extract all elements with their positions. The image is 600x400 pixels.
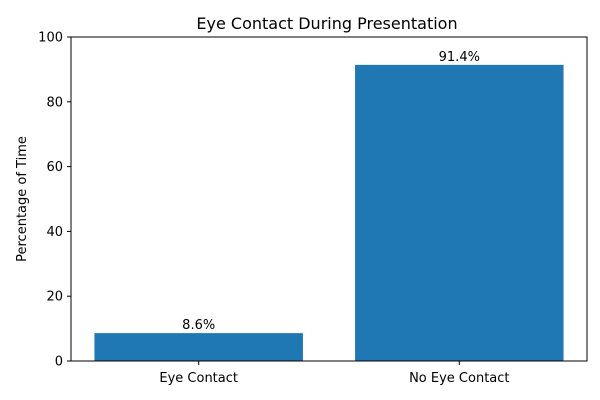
- y-tick-label: 20: [46, 290, 63, 305]
- y-axis: 0 20 40 60 80 100: [38, 31, 71, 370]
- bars-layer: [94, 64, 564, 361]
- data-label: 91.4%: [439, 50, 480, 65]
- bar-no-eye-contact: [355, 64, 564, 361]
- y-tick-label: 0: [55, 355, 63, 370]
- y-tick-label: 100: [38, 31, 63, 46]
- x-tick-label: No Eye Contact: [409, 371, 509, 386]
- y-tick-label: 60: [46, 160, 63, 175]
- y-tick-label: 40: [46, 225, 63, 240]
- y-axis-label: Percentage of Time: [15, 136, 30, 262]
- bar-eye-contact: [94, 333, 303, 361]
- chart-title: Eye Contact During Presentation: [196, 14, 457, 33]
- plot-frame: [70, 36, 588, 362]
- y-tick-label: 80: [46, 95, 63, 110]
- x-tick-label: Eye Contact: [159, 371, 238, 386]
- data-label: 8.6%: [182, 318, 215, 333]
- data-labels-layer: 8.6% 91.4%: [182, 50, 480, 333]
- x-axis: Eye Contact No Eye Contact: [159, 361, 510, 386]
